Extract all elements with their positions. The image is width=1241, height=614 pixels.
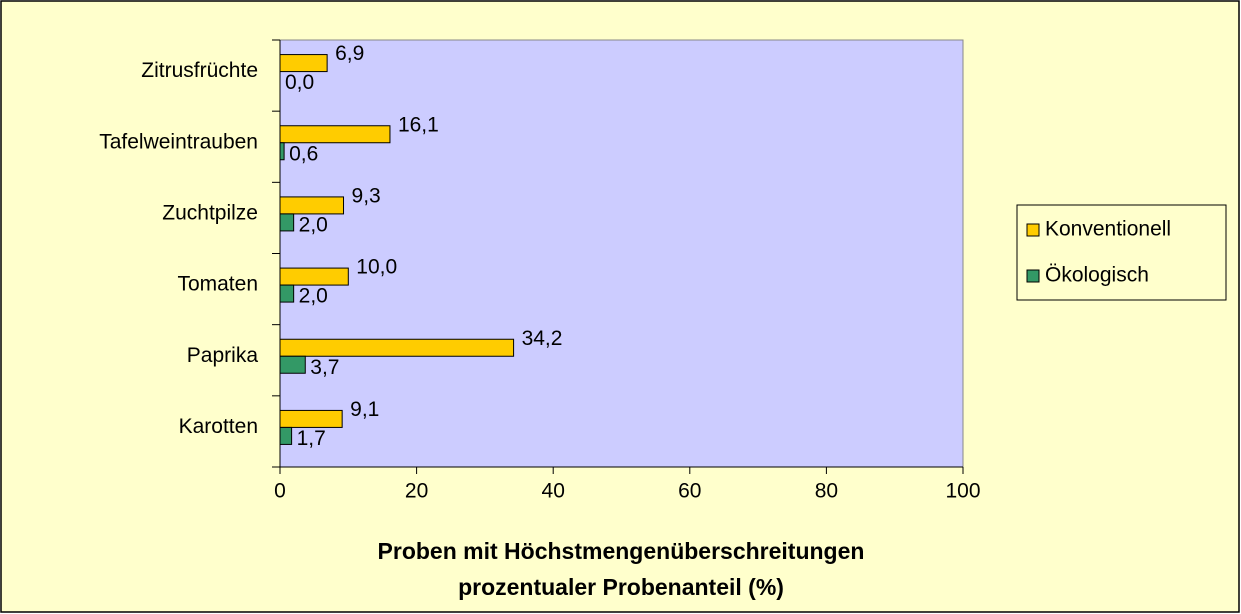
legend-label: Konventionell [1045, 218, 1171, 241]
value-label: 9,1 [350, 398, 379, 421]
value-label: 2,0 [299, 213, 328, 236]
y-tick-label: Tafelweintrauben [99, 130, 258, 153]
y-tick-label: Karotten [179, 415, 258, 438]
y-tick-label: Zuchtpilze [162, 201, 258, 224]
value-label: 9,3 [352, 184, 381, 207]
x-axis-title: prozentualer Probenanteil (%) [458, 574, 784, 600]
x-tick-label: 40 [542, 480, 565, 503]
value-label: 0,0 [285, 71, 314, 94]
y-tick-label: Paprika [187, 344, 259, 367]
x-tick-label: 60 [678, 480, 701, 503]
y-tick-label: Zitrusfrüchte [141, 59, 258, 82]
legend-swatch [1026, 223, 1040, 237]
value-label: 34,2 [522, 327, 563, 350]
x-axis-title: Proben mit Höchstmengenüberschreitungen [378, 538, 865, 564]
x-tick-label: 0 [274, 480, 286, 503]
bar [279, 267, 349, 286]
bar [279, 196, 345, 215]
bar [279, 338, 515, 357]
bar [279, 54, 328, 73]
bar [279, 355, 306, 374]
bar [279, 125, 391, 144]
legend-label: Ökologisch [1045, 264, 1149, 287]
value-label: 16,1 [398, 113, 439, 136]
x-tick-label: 80 [815, 480, 838, 503]
legend-box [1016, 204, 1227, 301]
x-tick-label: 100 [945, 480, 980, 503]
bar [279, 409, 343, 428]
value-label: 0,6 [289, 142, 318, 165]
bar [279, 426, 293, 445]
value-label: 1,7 [297, 427, 326, 450]
x-tick-label: 20 [405, 480, 428, 503]
plot-area [279, 39, 964, 468]
legend-swatch [1026, 269, 1040, 283]
value-label: 3,7 [310, 356, 339, 379]
value-label: 2,0 [299, 285, 328, 308]
value-label: 10,0 [356, 256, 397, 279]
value-label: 6,9 [335, 42, 364, 65]
bar [279, 284, 295, 303]
y-tick-label: Tomaten [177, 273, 258, 296]
bar [279, 142, 285, 161]
bar [279, 213, 295, 232]
